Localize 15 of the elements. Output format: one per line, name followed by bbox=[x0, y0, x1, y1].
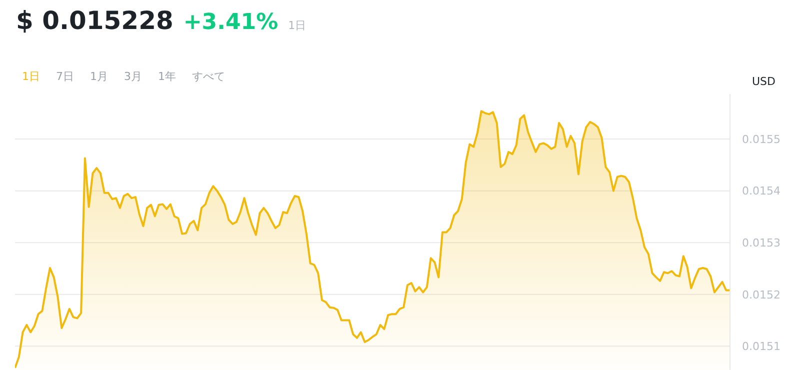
text: 1日 bbox=[22, 69, 40, 84]
y-axis-title: USD bbox=[752, 75, 776, 88]
text: 7日 bbox=[56, 69, 74, 84]
chart-title: $ 0.015228 bbox=[16, 6, 174, 35]
text: すべて bbox=[192, 69, 225, 84]
text: 1年 bbox=[158, 69, 176, 84]
text: 3月 bbox=[124, 69, 142, 84]
y-tick-label: 0.0151 bbox=[742, 340, 780, 354]
y-tick-label: 0.0154 bbox=[742, 184, 780, 198]
y-tick-label: 0.0152 bbox=[742, 288, 780, 302]
y-tick-label: 0.0153 bbox=[742, 236, 780, 250]
chart-subtitle: +3.41% bbox=[183, 10, 278, 35]
text: 1月 bbox=[90, 69, 108, 84]
y-tick-label: 0.0155 bbox=[742, 132, 780, 146]
text: 1日 bbox=[288, 18, 306, 33]
